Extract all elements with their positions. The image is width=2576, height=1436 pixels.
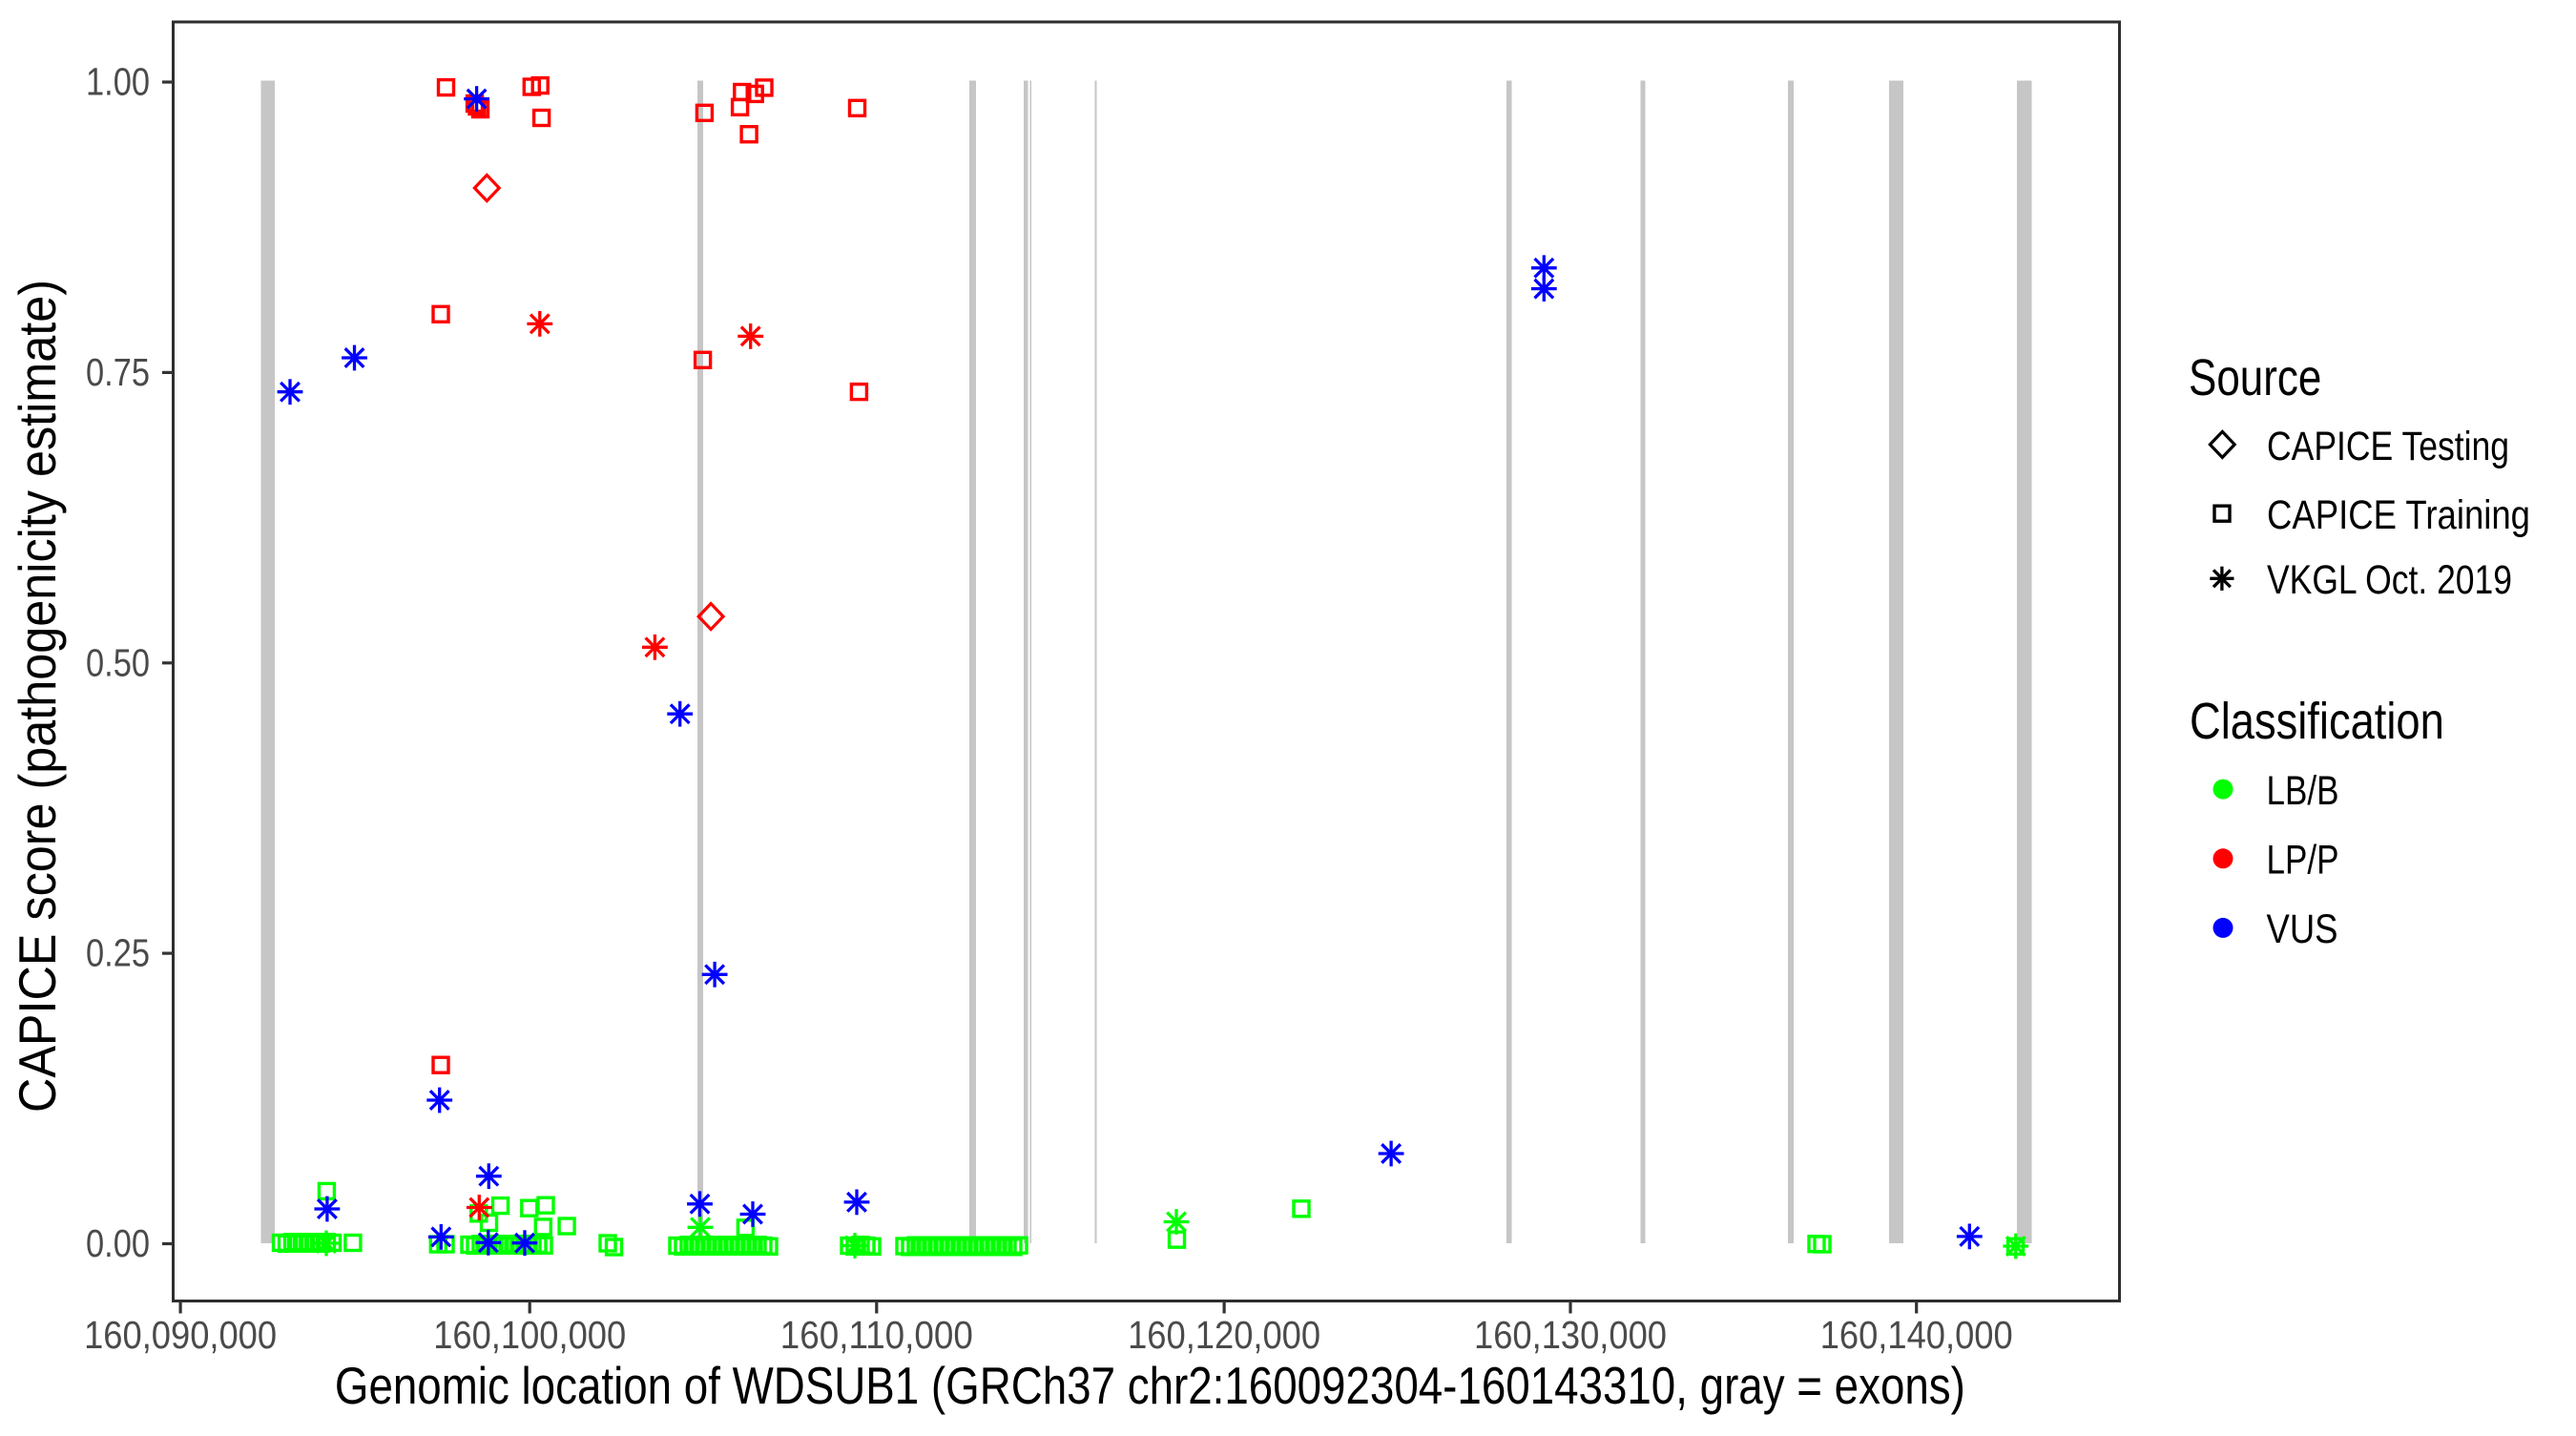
svg-text:CAPICE Testing: CAPICE Testing: [2267, 424, 2509, 469]
svg-text:0.75: 0.75: [86, 350, 150, 394]
svg-text:VUS: VUS: [2267, 906, 2338, 952]
svg-text:160,110,000: 160,110,000: [780, 1313, 973, 1357]
svg-text:0.00: 0.00: [86, 1221, 150, 1265]
svg-text:160,130,000: 160,130,000: [1474, 1313, 1667, 1357]
svg-text:160,140,000: 160,140,000: [1820, 1313, 2013, 1357]
svg-text:CAPICE score (pathogenicity es: CAPICE score (pathogenicity estimate): [8, 280, 67, 1113]
svg-text:1.00: 1.00: [86, 60, 150, 104]
svg-text:VKGL Oct. 2019: VKGL Oct. 2019: [2267, 557, 2512, 603]
svg-text:LB/B: LB/B: [2267, 768, 2339, 814]
svg-text:Classification: Classification: [2190, 693, 2444, 750]
svg-text:LP/P: LP/P: [2267, 838, 2339, 884]
svg-text:0.50: 0.50: [86, 640, 150, 684]
svg-text:160,120,000: 160,120,000: [1128, 1313, 1320, 1357]
svg-text:0.25: 0.25: [86, 931, 150, 975]
svg-text:160,090,000: 160,090,000: [84, 1313, 277, 1357]
svg-text:CAPICE Training: CAPICE Training: [2267, 492, 2530, 538]
svg-text:Source: Source: [2189, 349, 2321, 406]
svg-text:160,100,000: 160,100,000: [433, 1313, 626, 1357]
svg-text:Genomic location of WDSUB1 (GR: Genomic location of WDSUB1 (GRCh37 chr2:…: [335, 1356, 1965, 1415]
